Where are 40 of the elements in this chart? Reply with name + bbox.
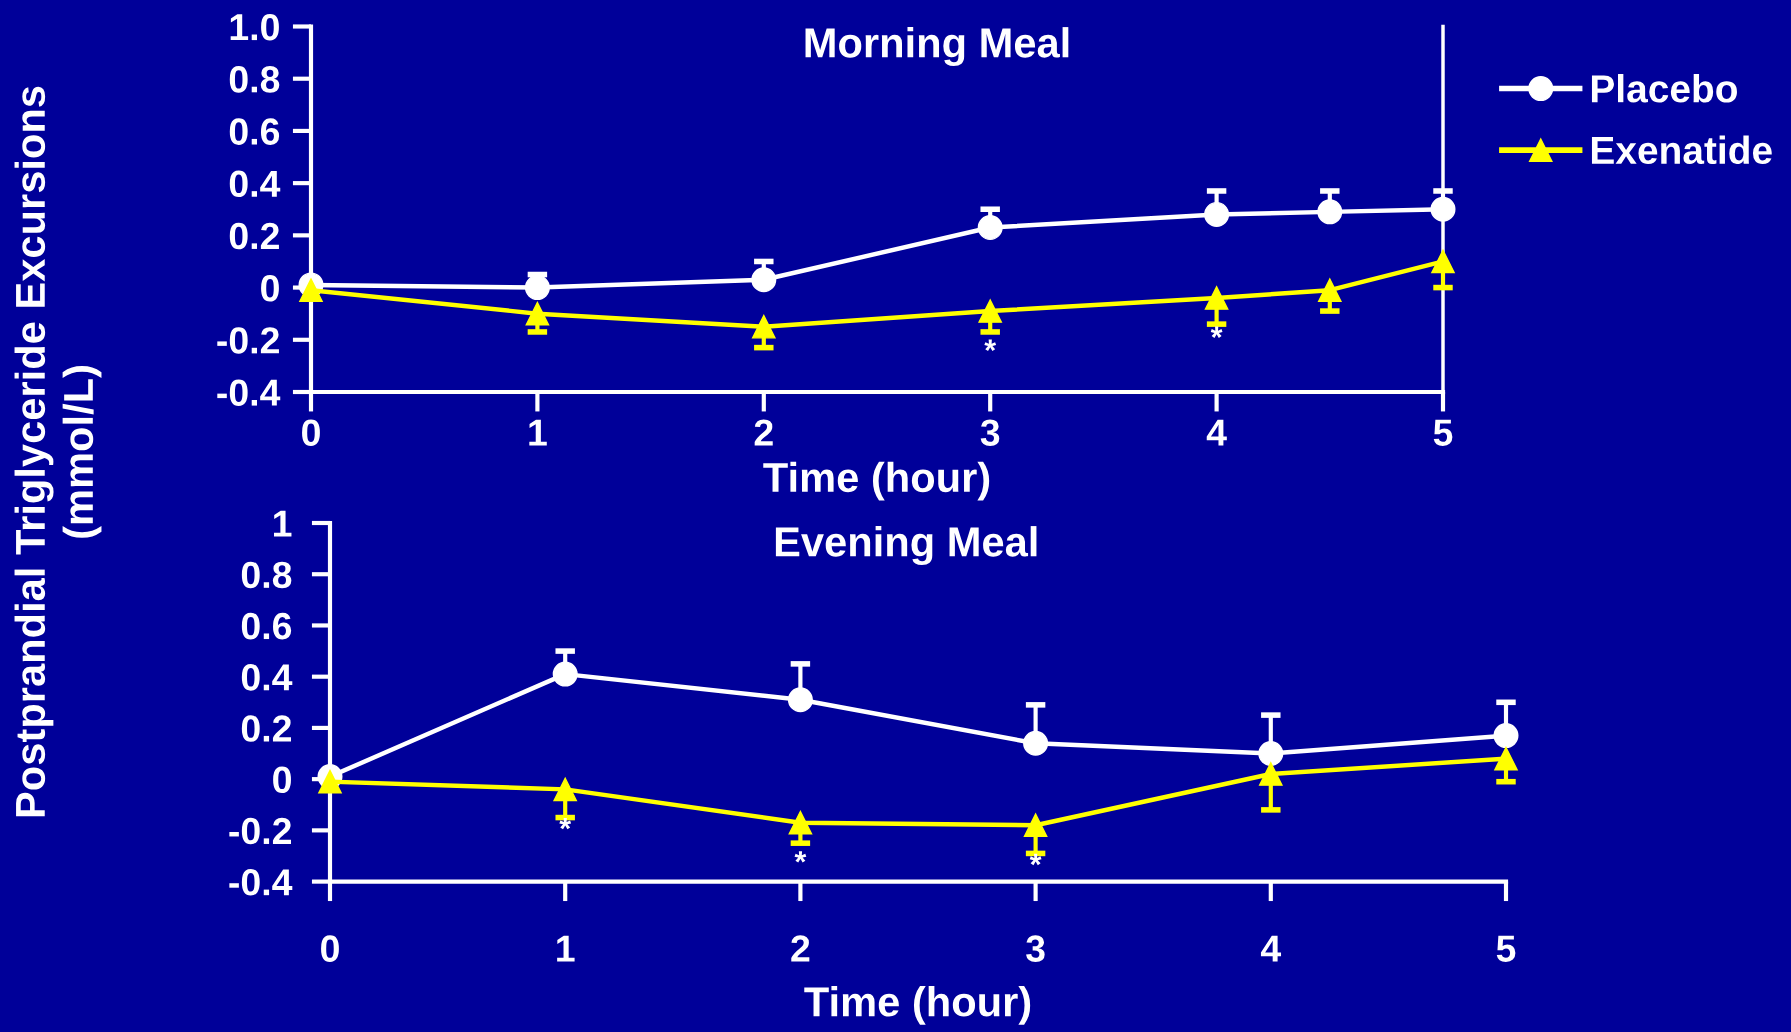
x-axis-title: Time (hour) — [763, 461, 990, 501]
annotation: * — [984, 339, 997, 351]
x-tick-label: 0 — [321, 935, 339, 962]
chart-title: Morning Meal — [805, 27, 1069, 67]
y-tick-label: 1 — [274, 510, 292, 537]
legend-label: Exenatide — [1591, 135, 1772, 165]
x-axis-title: Time (hour) — [804, 986, 1031, 1025]
x-tick-label: 5 — [1496, 935, 1516, 962]
y-tick-label: 0 — [273, 766, 291, 794]
x-tick-label: 5 — [1433, 419, 1453, 446]
x-tick-label: 2 — [791, 935, 810, 962]
annotation: * — [794, 851, 807, 863]
y-tick-label: -0.2 — [217, 327, 279, 354]
y-tick-label: 0.2 — [229, 222, 279, 250]
x-tick-label: 4 — [1206, 419, 1227, 446]
x-tick-label: 2 — [754, 419, 773, 446]
x-tick-label: 4 — [1260, 935, 1282, 962]
y-tick-label: -0.2 — [229, 817, 291, 845]
x-tick-label: 3 — [1026, 935, 1045, 962]
y-tick-label: 0.6 — [241, 612, 292, 640]
chart-title: Evening Meal — [775, 526, 1037, 566]
y-tick-label: 1.0 — [230, 13, 279, 41]
y-tick-label: 0.4 — [241, 664, 293, 691]
y-tick-label: -0.4 — [229, 869, 293, 896]
y-axis-title: Postprandial Triglyceride Excursions (mmol/L) — [14, 86, 102, 817]
x-tick-label: 1 — [529, 419, 547, 446]
y-tick-label: 0.2 — [241, 715, 291, 742]
annotation: * — [1029, 853, 1042, 866]
y-tick-label: 0.6 — [229, 118, 280, 145]
y-tick-label: 0.4 — [229, 170, 281, 198]
x-tick-label: 3 — [980, 419, 1000, 446]
y-tick-label: 0.8 — [241, 561, 292, 589]
y-tick-label: 0.8 — [229, 66, 280, 93]
y-tick-label: 0 — [261, 274, 279, 302]
y-tick-label: -0.4 — [217, 379, 281, 406]
annotation: * — [559, 817, 572, 830]
x-tick-label: 0 — [302, 419, 320, 446]
legend-label: Placebo — [1591, 74, 1737, 103]
x-tick-label: 1 — [557, 935, 575, 962]
annotation: * — [1210, 326, 1223, 338]
